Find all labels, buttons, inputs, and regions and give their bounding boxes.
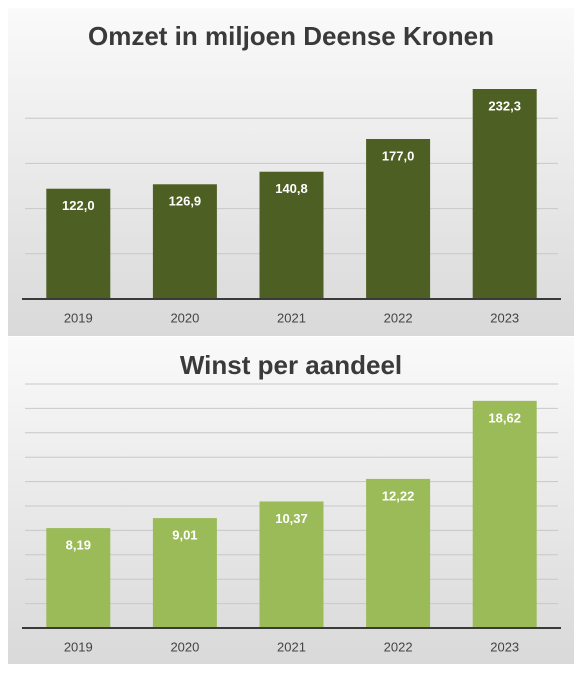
bar (259, 501, 324, 628)
value-label: 177,0 (382, 148, 415, 163)
value-label: 18,62 (488, 410, 521, 425)
bar (46, 188, 111, 299)
value-label: 122,0 (62, 198, 95, 213)
x-tick-label: 2022 (384, 639, 413, 654)
x-tick-label: 2021 (277, 310, 306, 325)
bar (472, 400, 537, 628)
value-label: 126,9 (169, 194, 202, 209)
value-label: 9,01 (172, 528, 197, 543)
bar (472, 89, 537, 300)
x-tick-label: 2021 (277, 639, 306, 654)
bar (152, 518, 217, 628)
bar (366, 478, 431, 628)
value-label: 8,19 (66, 538, 91, 553)
x-tick-label: 2019 (64, 639, 93, 654)
bar (259, 171, 324, 299)
x-tick-label: 2023 (490, 639, 519, 654)
value-label: 12,22 (382, 488, 415, 503)
bar (152, 184, 217, 299)
value-label: 10,37 (275, 511, 308, 526)
value-label: 140,8 (275, 181, 308, 196)
x-tick-label: 2020 (170, 310, 199, 325)
bar (366, 138, 431, 299)
value-label: 232,3 (488, 98, 521, 113)
x-tick-label: 2022 (384, 310, 413, 325)
x-tick-label: 2020 (170, 639, 199, 654)
chart-title: Omzet in miljoen Deense Kronen (88, 21, 494, 51)
chart-title: Winst per aandeel (180, 350, 402, 380)
bar (46, 528, 111, 628)
x-tick-label: 2019 (64, 310, 93, 325)
x-tick-label: 2023 (490, 310, 519, 325)
